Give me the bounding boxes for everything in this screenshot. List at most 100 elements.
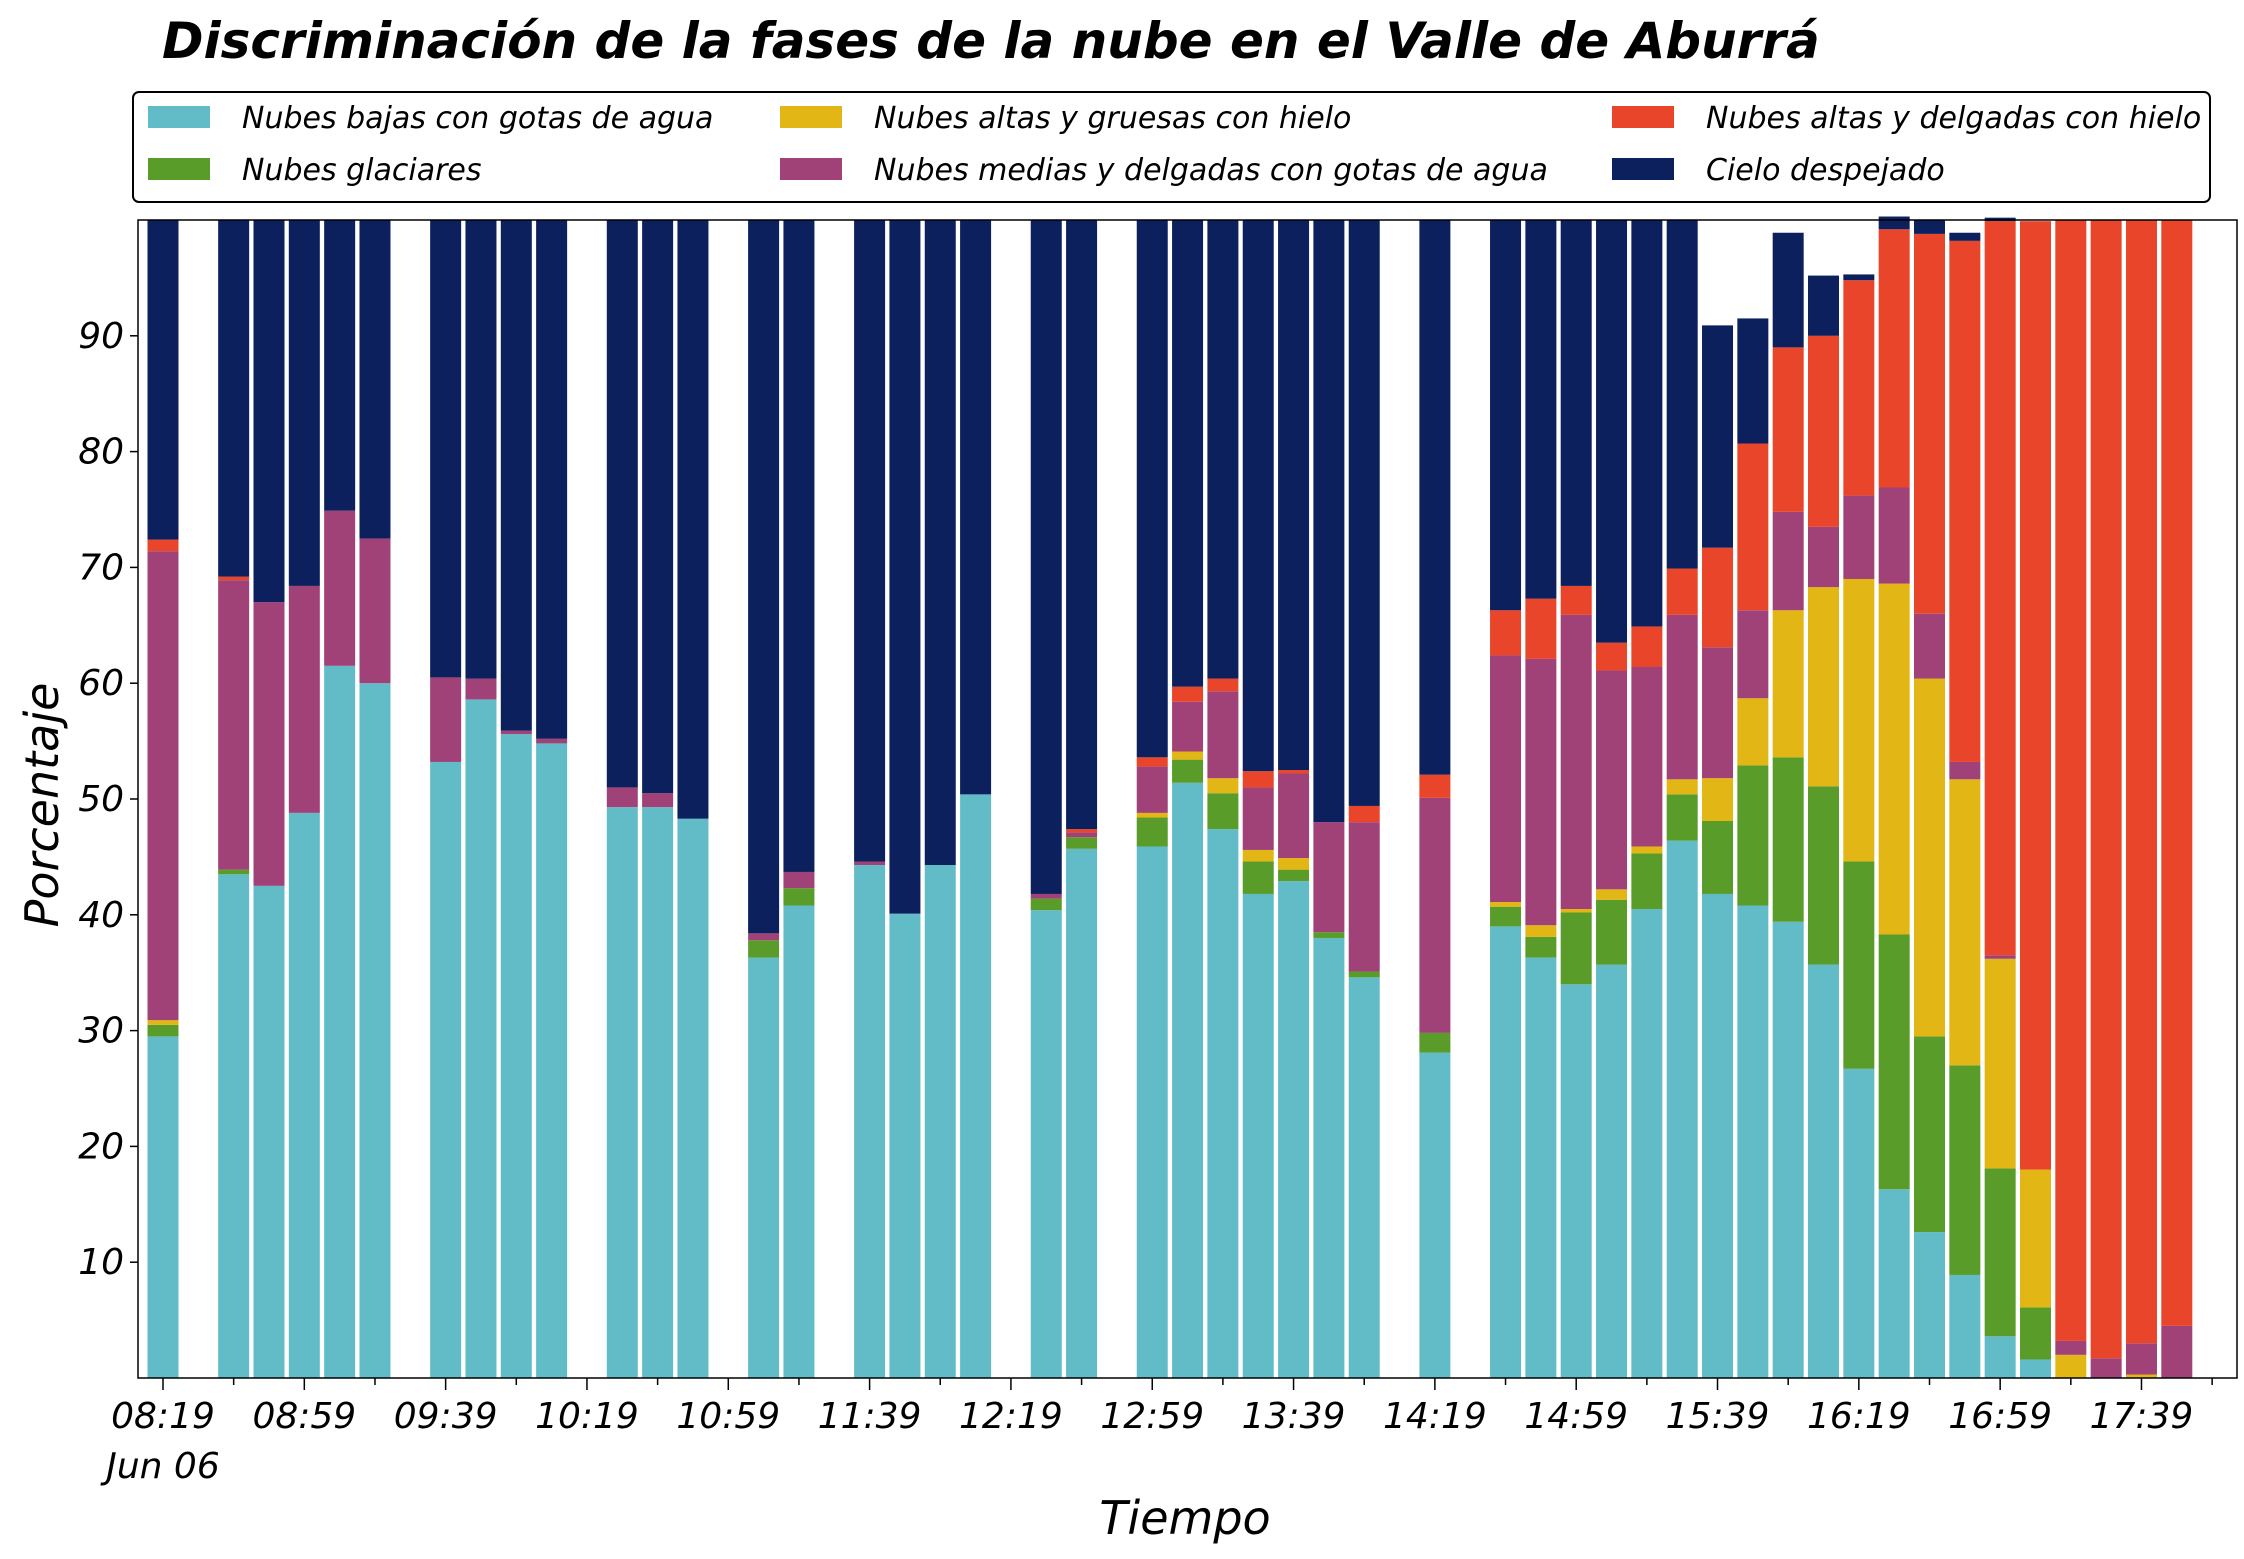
bar-segment	[1772, 757, 1804, 922]
bar-segment	[218, 874, 250, 1378]
bar-segment	[1313, 932, 1345, 938]
bar-segment	[1207, 778, 1239, 794]
bar-segment	[1843, 1068, 1875, 1378]
bar-segment	[500, 220, 532, 731]
bar-segment	[1207, 220, 1239, 679]
bar-segment	[1348, 822, 1380, 972]
x-axis-label: Tiempo	[1099, 1491, 1270, 1545]
bar-segment	[1914, 233, 1945, 614]
bar-segment	[1984, 958, 2016, 1169]
legend-frame	[132, 91, 2211, 203]
bar-segment	[1278, 881, 1310, 1378]
bar-segment	[1348, 220, 1380, 806]
bar-segment	[1808, 964, 1840, 1378]
bar-segment	[1172, 759, 1204, 783]
bar-segment	[2019, 1169, 2051, 1308]
legend-swatch	[1612, 106, 1674, 128]
bar-segment	[1878, 1189, 1910, 1378]
bar-segment	[465, 678, 497, 700]
bar-segment	[1242, 787, 1274, 850]
bar-segment	[677, 818, 709, 1378]
bar-segment	[1207, 829, 1239, 1378]
bar-segment	[1490, 655, 1522, 903]
bar-segment	[889, 220, 921, 914]
bar-segment	[1525, 658, 1557, 926]
bar-segment	[147, 551, 179, 1021]
bar-segment	[1878, 229, 1910, 488]
bar-segment	[1772, 232, 1804, 348]
bar-segment	[2125, 220, 2157, 1344]
legend-swatch	[148, 158, 210, 180]
bar-segment	[1631, 666, 1663, 847]
bar-segment	[1172, 701, 1204, 752]
bar-segment	[218, 580, 250, 870]
bar-segment	[2019, 221, 2051, 1170]
bar-segment	[1914, 220, 1945, 234]
bar-segment	[642, 220, 674, 794]
bar-segment	[1702, 893, 1734, 1378]
bar-segment	[1207, 678, 1239, 692]
x-tick-label: 15:39	[1666, 1396, 1770, 1437]
bar-segment	[1172, 782, 1204, 1378]
bar-segment	[924, 865, 956, 1378]
bar-segment	[430, 677, 462, 762]
y-tick-label: 90	[78, 316, 124, 357]
legend-swatch	[1612, 158, 1674, 180]
bar-segment	[147, 1020, 179, 1025]
bar-segment	[500, 730, 532, 735]
bar-segment	[536, 738, 568, 744]
bar-segment	[1631, 220, 1663, 627]
bar-segment	[2019, 1359, 2051, 1378]
bar-segment	[288, 585, 320, 813]
bar-segment	[1278, 770, 1310, 774]
bar-segment	[1560, 614, 1592, 910]
bar-segment	[1914, 678, 1945, 1037]
bar-segment	[1984, 1336, 2016, 1378]
bar-segment	[465, 220, 497, 679]
x-tick-sublabel: Jun 06	[100, 1446, 220, 1487]
bar-segment	[606, 220, 638, 788]
bar-segment	[1949, 240, 1981, 762]
bar-segment	[606, 787, 638, 808]
bar-segment	[1348, 971, 1380, 978]
bar-segment	[1737, 905, 1769, 1378]
bar-segment	[324, 220, 356, 511]
bar-segment	[1066, 837, 1098, 849]
bar-segment	[253, 220, 285, 603]
x-tick-label: 13:39	[1242, 1396, 1346, 1437]
bars	[147, 216, 2193, 1378]
bar-segment	[1596, 220, 1628, 643]
legend-label: Nubes altas y gruesas con hielo	[874, 101, 1351, 136]
bar-segment	[1949, 761, 1981, 780]
bar-segment	[1984, 955, 2016, 959]
bar-segment	[642, 807, 674, 1378]
bar-segment	[1737, 318, 1769, 444]
x-tick-label: 14:59	[1524, 1396, 1628, 1437]
y-tick-label: 70	[78, 547, 124, 588]
bar-segment	[1631, 626, 1663, 667]
bar-segment	[430, 761, 462, 1378]
bar-segment	[1843, 578, 1875, 862]
bar-segment	[1066, 220, 1098, 830]
x-tick-label: 11:39	[818, 1396, 922, 1437]
bar-segment	[1949, 1274, 1981, 1378]
bar-segment	[1878, 934, 1910, 1190]
bar-segment	[1914, 1036, 1945, 1233]
bar-segment	[1172, 686, 1204, 702]
chart-title: Discriminación de la fases de la nube en…	[162, 12, 1820, 70]
bar-segment	[359, 538, 391, 684]
bar-segment	[218, 220, 250, 577]
bar-segment	[1702, 547, 1734, 648]
bar-segment	[1914, 613, 1945, 679]
bar-segment	[2055, 220, 2087, 1341]
bar-segment	[536, 220, 568, 739]
bar-segment	[147, 1024, 179, 1037]
y-tick-label: 40	[78, 895, 124, 936]
y-tick-label: 80	[78, 432, 124, 473]
bar-segment	[253, 885, 285, 1378]
bar-segment	[359, 220, 391, 539]
bar-segment	[1525, 598, 1557, 659]
bar-segment	[288, 220, 320, 586]
bar-segment	[1136, 846, 1168, 1378]
bar-segment	[1207, 793, 1239, 830]
